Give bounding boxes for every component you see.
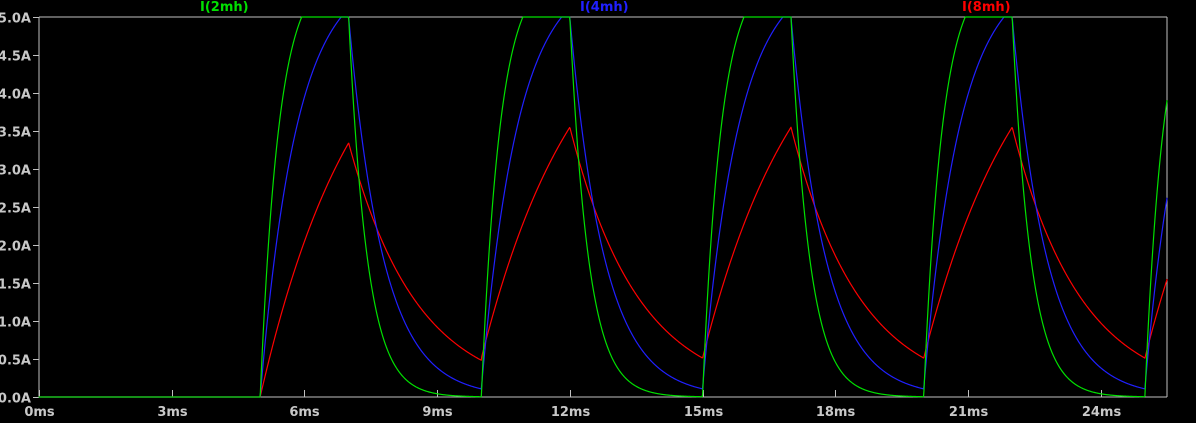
y-tick-label: 2.5A [0, 202, 31, 217]
y-tick-label: 5.0A [0, 12, 31, 27]
legend-item-2[interactable]: I(8mh) [962, 0, 1011, 15]
trace-i2mh[interactable] [38, 16, 1168, 398]
x-tick-label: 3ms [157, 405, 188, 420]
y-tick-label: 4.5A [0, 50, 31, 65]
y-axis-labels: 0.0A 0.5A 1.0A 1.5A 2.0A 2.5A 3.0A 3.5A 4.0A 4.5A… [0, 12, 31, 407]
x-tick-label: 15ms [684, 405, 724, 420]
y-tick-label: 3.0A [0, 164, 31, 179]
x-tick-label: 6ms [289, 405, 320, 420]
waveform-traces[interactable] [38, 16, 1168, 398]
x-tick-label: 12ms [551, 405, 591, 420]
legend-item-1[interactable]: I(4mh) [580, 0, 629, 15]
y-tick-label: 0.5A [0, 354, 31, 369]
y-tick-label: 1.0A [0, 316, 31, 331]
y-tick-label: 2.0A [0, 240, 31, 255]
x-tick-label: 18ms [816, 405, 856, 420]
x-tick-label: 9ms [422, 405, 453, 420]
y-tick-label: 4.0A [0, 88, 31, 103]
x-tick-label: 24ms [1082, 405, 1122, 420]
y-tick-label: 1.5A [0, 278, 31, 293]
legend-item-0[interactable]: I(2mh) [200, 0, 249, 15]
y-tick-label: 3.5A [0, 126, 31, 141]
y-tick-label: 0.0A [0, 392, 31, 407]
y-axis-ticks [33, 17, 39, 398]
x-tick-label: 0ms [24, 405, 55, 420]
x-tick-label: 21ms [949, 405, 989, 420]
x-axis-labels: 0ms 3ms 6ms 9ms 12ms 15ms 18ms 21ms 24ms [24, 405, 1121, 420]
